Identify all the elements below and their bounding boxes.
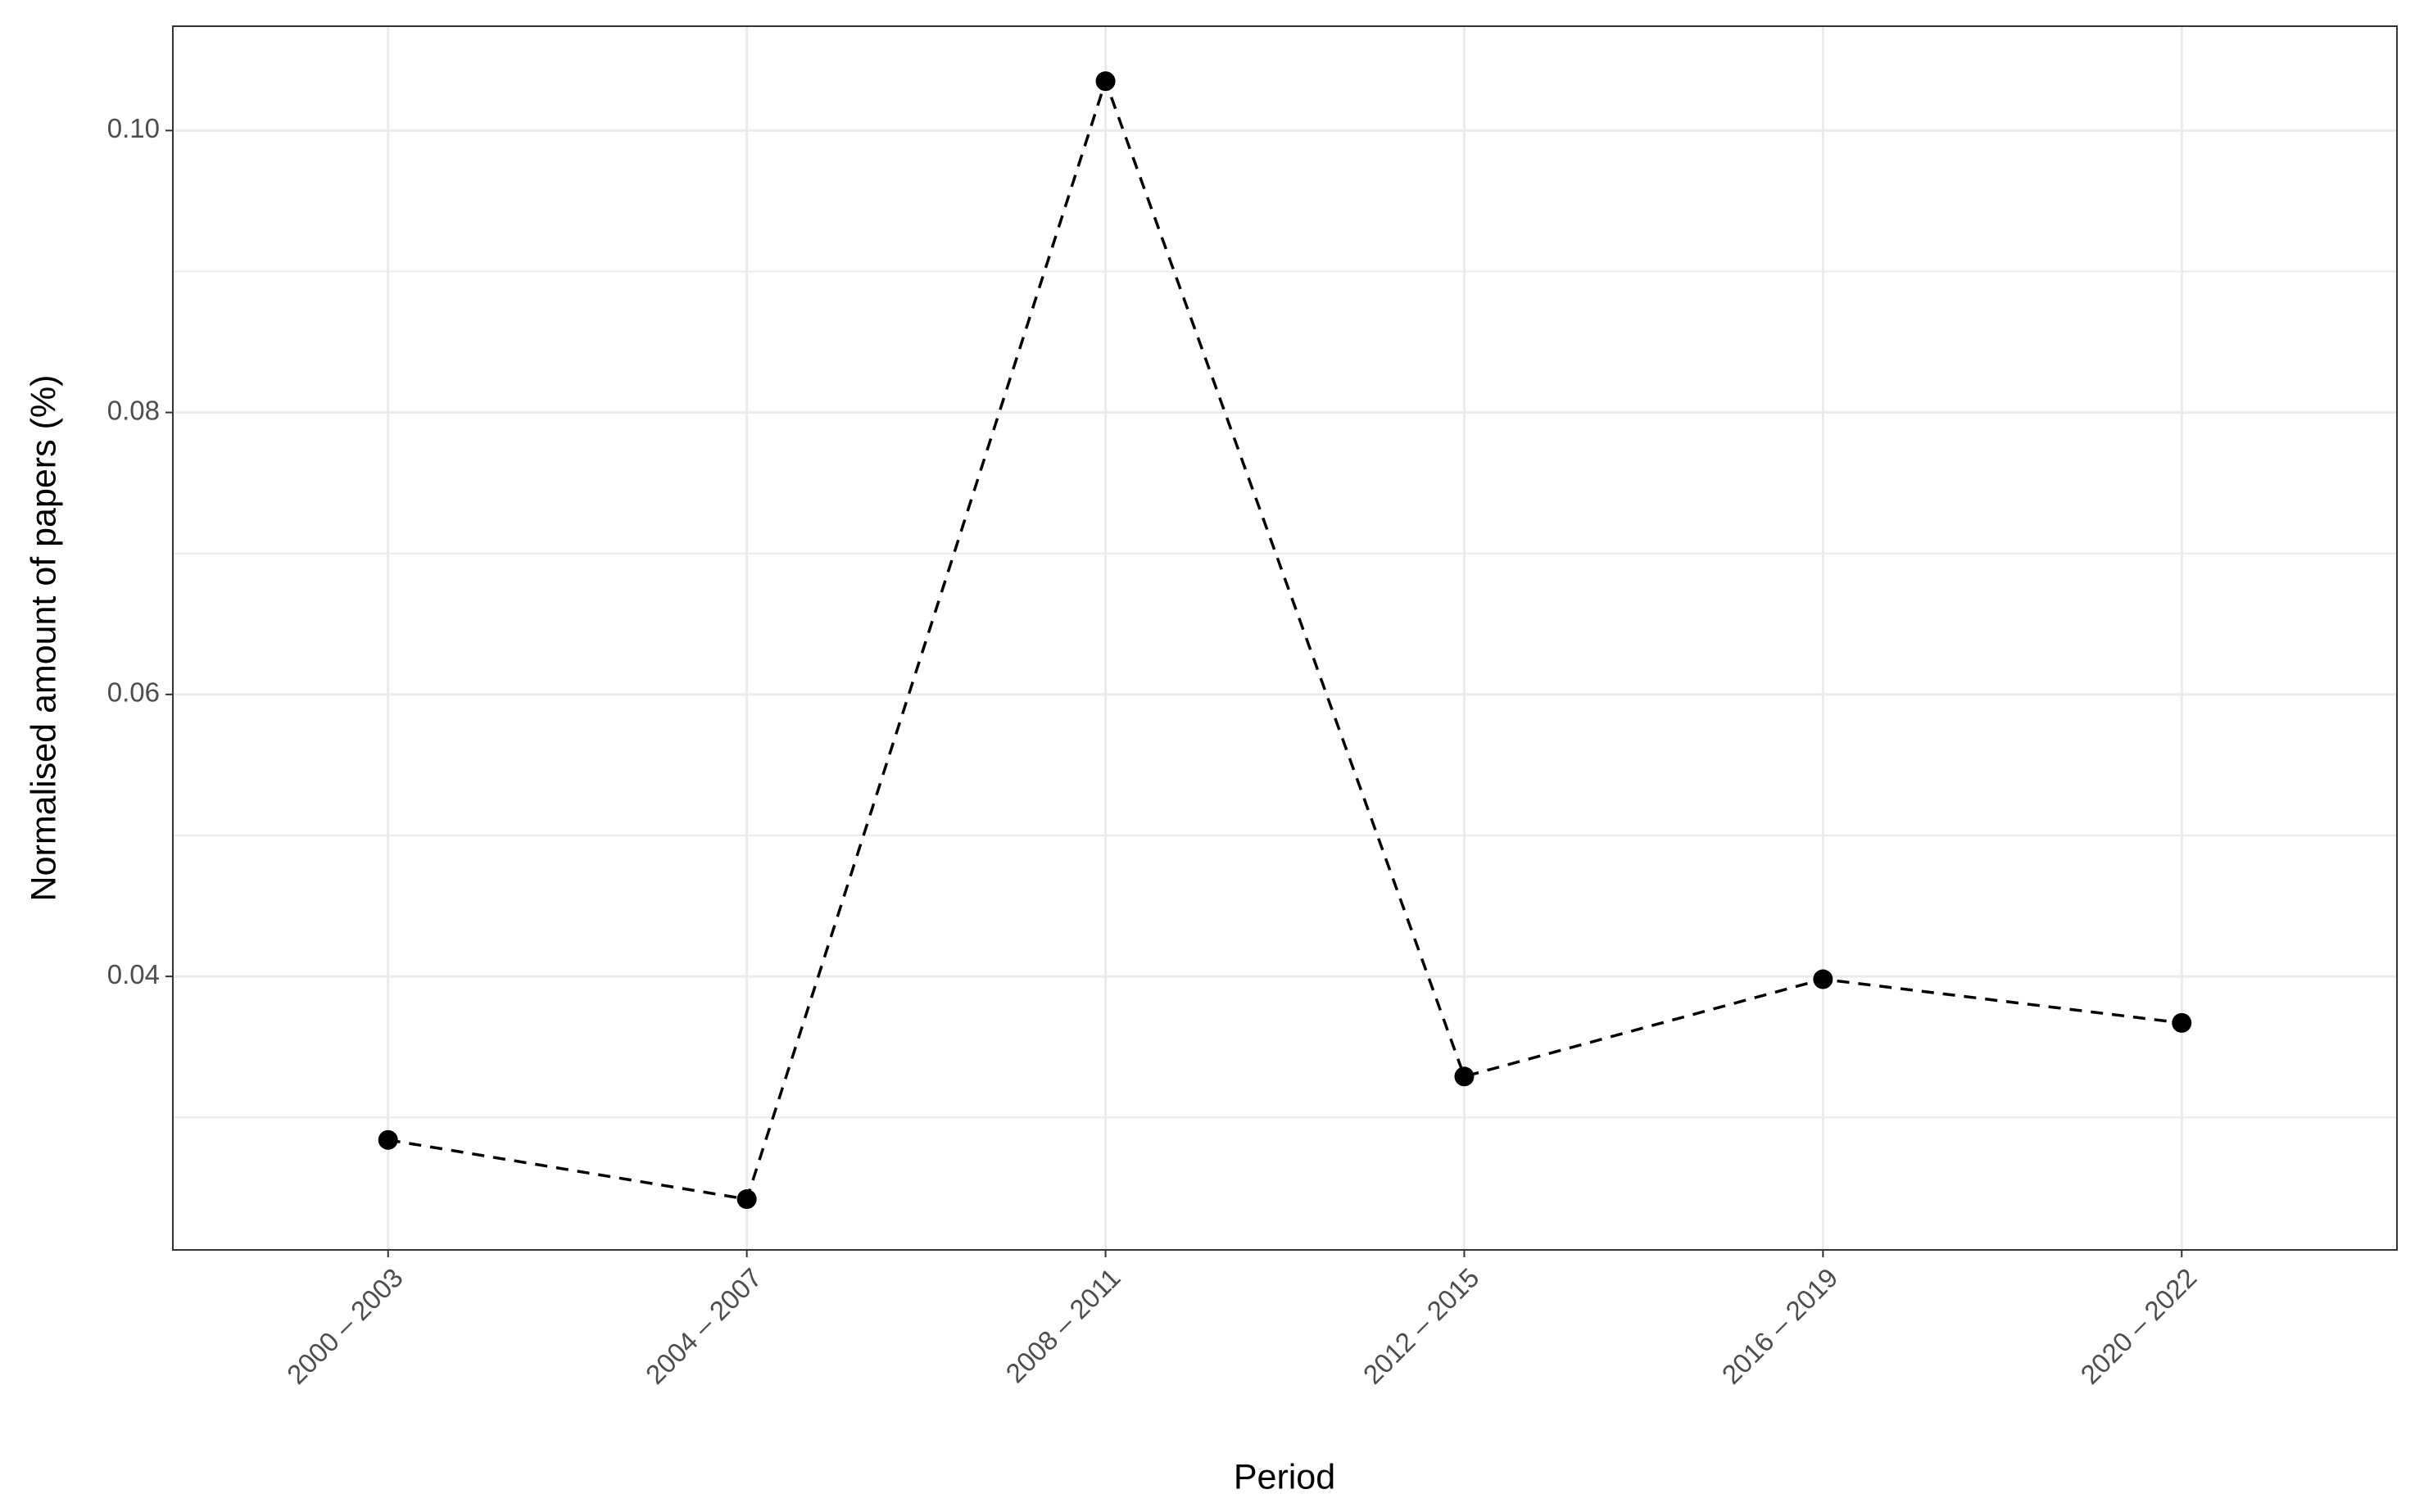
- x-axis-title: Period: [1234, 1457, 1335, 1496]
- data-point: [1454, 1066, 1475, 1087]
- x-tick-label: 2012 – 2015: [1357, 1262, 1485, 1390]
- data-line: [387, 76, 2182, 1202]
- y-axis-title: Normalised amount of papers (%): [24, 375, 63, 902]
- y-tick-label: 0.10: [107, 113, 160, 143]
- data-point: [1095, 71, 1116, 92]
- data-point: [2172, 1012, 2192, 1033]
- x-tick-label: 2004 – 2007: [640, 1262, 768, 1390]
- x-tick-label: 2008 – 2011: [999, 1262, 1126, 1388]
- y-tick-label: 0.04: [107, 959, 160, 989]
- plot-border: [172, 25, 2398, 1251]
- data-point: [736, 1189, 757, 1210]
- x-tick-label: 2016 – 2019: [1716, 1262, 1844, 1390]
- y-tick-label: 0.08: [107, 395, 160, 425]
- y-tick-label: 0.06: [107, 677, 160, 708]
- x-tick-label: 2020 – 2022: [2074, 1262, 2202, 1390]
- data-point: [378, 1129, 398, 1150]
- data-point: [1813, 969, 1833, 989]
- x-tick-label: 2000 – 2003: [281, 1262, 409, 1390]
